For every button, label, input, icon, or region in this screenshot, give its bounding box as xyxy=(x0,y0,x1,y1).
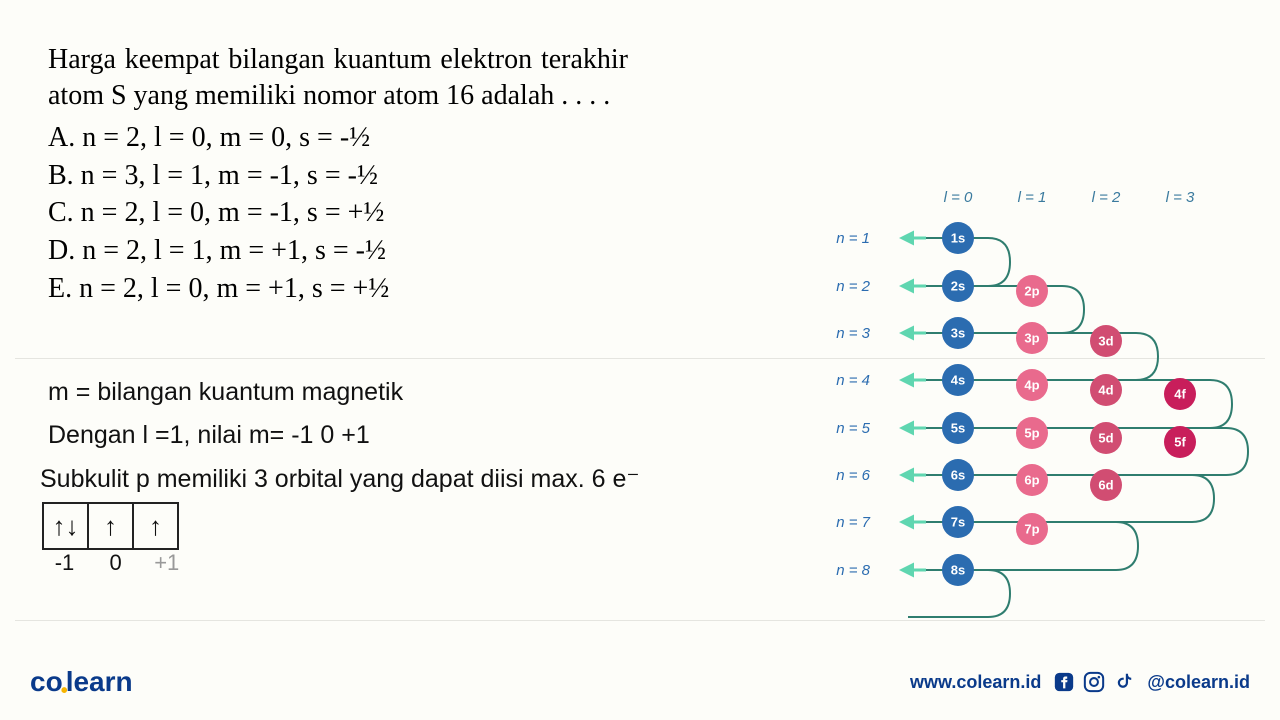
svg-text:4f: 4f xyxy=(1174,387,1186,402)
option-d: D. n = 2, l = 1, m = +1, s = -½ xyxy=(48,232,628,270)
social-icons xyxy=(1053,671,1135,693)
orbital-box-1: ↑↓ xyxy=(43,503,88,549)
orbital-box-3: ↑ xyxy=(133,503,178,549)
option-a: A. n = 2, l = 0, m = 0, s = -½ xyxy=(48,119,628,157)
svg-text:5d: 5d xyxy=(1098,431,1113,446)
svg-text:4s: 4s xyxy=(951,373,965,388)
orbital-box-2: ↑ xyxy=(88,503,133,549)
svg-text:6d: 6d xyxy=(1098,478,1113,493)
m-label-1: -1 xyxy=(42,550,87,576)
logo-co: co xyxy=(30,666,63,697)
svg-text:5p: 5p xyxy=(1024,426,1039,441)
orbital-labels: -1 0 +1 xyxy=(42,550,640,576)
svg-text:6p: 6p xyxy=(1024,473,1039,488)
question-block: Harga keempat bilangan kuantum elektron … xyxy=(48,42,628,308)
svg-text:n = 6: n = 6 xyxy=(836,467,870,484)
svg-text:n = 5: n = 5 xyxy=(836,420,870,437)
svg-text:6s: 6s xyxy=(951,468,965,483)
orbital-boxes: ↑↓ ↑ ↑ xyxy=(42,502,179,550)
m-label-3: +1 xyxy=(144,550,189,576)
svg-text:5f: 5f xyxy=(1174,435,1186,450)
instagram-icon xyxy=(1083,671,1105,693)
svg-text:7s: 7s xyxy=(951,515,965,530)
logo: co•learn xyxy=(30,666,133,698)
footer: co•learn www.colearn.id @colearn.id xyxy=(0,666,1280,698)
svg-text:3d: 3d xyxy=(1098,334,1113,349)
svg-text:l = 1: l = 1 xyxy=(1018,189,1047,206)
svg-text:4d: 4d xyxy=(1098,383,1113,398)
svg-text:1s: 1s xyxy=(951,231,965,246)
options-list: A. n = 2, l = 0, m = 0, s = -½ B. n = 3,… xyxy=(48,119,628,308)
footer-right: www.colearn.id @colearn.id xyxy=(910,671,1250,693)
facebook-icon xyxy=(1053,671,1075,693)
footer-handle: @colearn.id xyxy=(1147,672,1250,693)
svg-text:n = 8: n = 8 xyxy=(836,562,870,579)
option-c: C. n = 2, l = 0, m = -1, s = +½ xyxy=(48,194,628,232)
svg-text:n = 7: n = 7 xyxy=(836,514,870,531)
footer-url: www.colearn.id xyxy=(910,672,1041,693)
svg-text:2p: 2p xyxy=(1024,284,1039,299)
svg-text:n = 3: n = 3 xyxy=(836,325,870,342)
option-b: B. n = 3, l = 1, m = -1, s = -½ xyxy=(48,157,628,195)
svg-text:5s: 5s xyxy=(951,421,965,436)
svg-text:l = 3: l = 3 xyxy=(1166,189,1195,206)
explain-line-1: m = bilangan kuantum magnetik xyxy=(48,378,640,407)
svg-text:n = 1: n = 1 xyxy=(836,230,870,247)
option-e: E. n = 2, l = 0, m = +1, s = +½ xyxy=(48,270,628,308)
explain-line-2: Dengan l =1, nilai m= -1 0 +1 xyxy=(48,421,640,450)
svg-text:n = 2: n = 2 xyxy=(836,278,870,295)
svg-text:l = 2: l = 2 xyxy=(1092,189,1121,206)
svg-text:n = 4: n = 4 xyxy=(836,372,870,389)
logo-dot-icon: • xyxy=(61,680,68,703)
aufbau-diagram: l = 0 l = 1 l = 2 l = 3 n = 1 n = 2 n = 3 n = 4… xyxy=(640,180,1260,620)
svg-text:8s: 8s xyxy=(951,563,965,578)
svg-text:4p: 4p xyxy=(1024,378,1039,393)
explain-line-3: Subkulit p memiliki 3 orbital yang dapat… xyxy=(40,464,640,494)
question-text: Harga keempat bilangan kuantum elektron … xyxy=(48,42,628,115)
svg-text:3p: 3p xyxy=(1024,331,1039,346)
tiktok-icon xyxy=(1113,671,1135,693)
divider-2 xyxy=(15,620,1265,621)
svg-text:7p: 7p xyxy=(1024,522,1039,537)
m-label-2: 0 xyxy=(93,550,138,576)
logo-learn: learn xyxy=(66,666,133,697)
svg-text:3s: 3s xyxy=(951,326,965,341)
svg-text:l = 0: l = 0 xyxy=(944,189,973,206)
svg-text:2s: 2s xyxy=(951,279,965,294)
explanation-block: m = bilangan kuantum magnetik Dengan l =… xyxy=(48,378,640,576)
